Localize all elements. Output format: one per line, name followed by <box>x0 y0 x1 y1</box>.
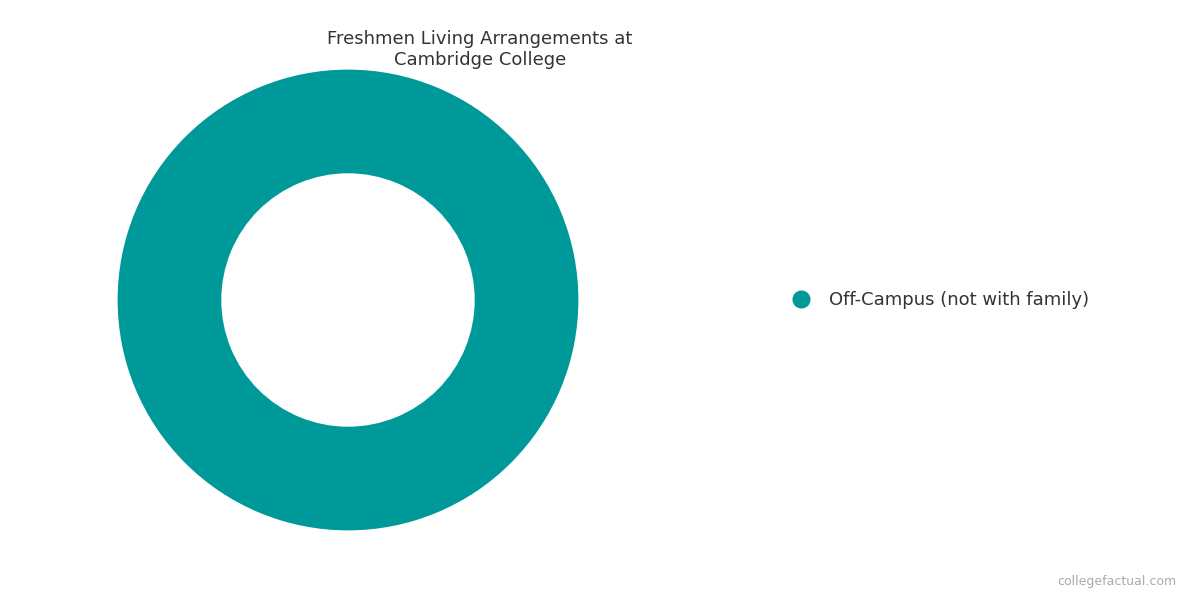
Wedge shape <box>118 70 578 530</box>
Text: collegefactual.com: collegefactual.com <box>1057 575 1176 588</box>
Legend: Off-Campus (not with family): Off-Campus (not with family) <box>776 284 1096 316</box>
Text: Freshmen Living Arrangements at
Cambridge College: Freshmen Living Arrangements at Cambridg… <box>328 30 632 69</box>
